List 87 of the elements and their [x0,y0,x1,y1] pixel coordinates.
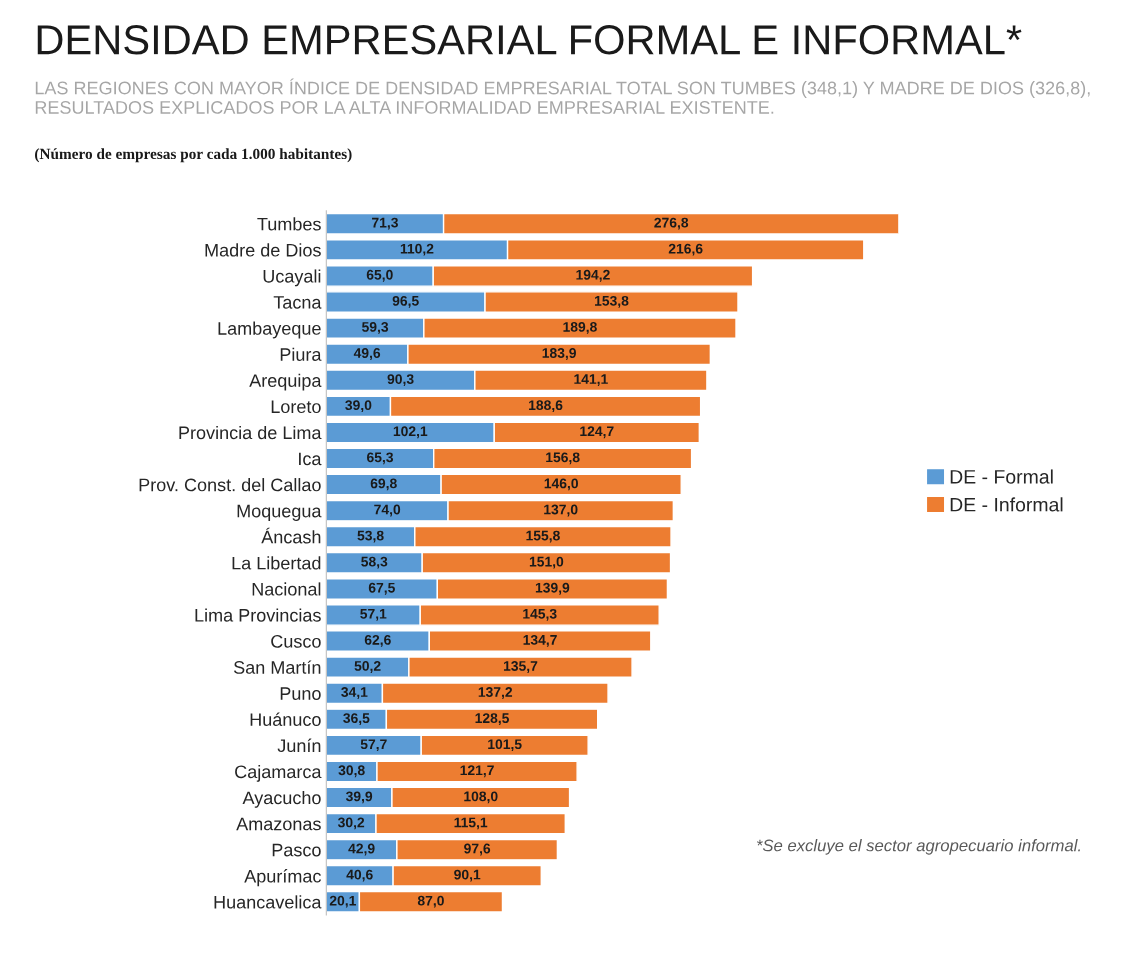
data-label: 74,0 [374,504,401,517]
data-label: 110,2 [400,243,434,256]
y-tick-label: Puno [280,687,321,700]
y-tick-label: Pasco [272,843,321,857]
annotation: *Se excluye el sector agropecuario informal. [756,839,1080,855]
data-label: 58,3 [361,556,388,569]
y-tick-label: Áncash [261,527,321,544]
data-label: 30,2 [337,817,365,830]
data-label: 42,9 [348,843,375,856]
y-tick-label: Loreto [271,400,321,414]
legend-label: DE - Formal [950,469,1053,484]
data-label: 97,6 [464,843,491,856]
data-label: 53,8 [357,530,384,543]
y-tick-label: Amazonas [236,817,321,831]
y-tick-label: Cajamarca [235,764,322,782]
y-tick-label: La Libertad [232,556,321,570]
y-tick-label: Tumbes [257,217,321,231]
y-tick-label: Junín [277,738,321,753]
data-label: 62,6 [364,634,391,647]
data-label: 50,2 [354,661,381,673]
data-label: 57,7 [360,739,387,752]
y-tick-label: Lambayeque [218,321,321,339]
data-label: 135,7 [503,661,538,673]
data-label: 39,9 [345,791,373,804]
data-label: 71,3 [372,217,398,230]
legend-label: DE - Informal [950,497,1063,512]
y-tick-label: Cusco [271,635,321,648]
data-label: 101,5 [488,739,522,752]
y-tick-label: Tacna [273,296,322,309]
y-tick-label: Nacional [252,582,321,596]
data-label: 87,0 [417,895,444,908]
y-tick-label: Arequipa [249,373,322,391]
y-tick-label: Provincia de Lima [179,425,322,440]
data-label: 151,0 [529,556,564,569]
data-label: 39,0 [345,400,372,413]
data-label: 65,0 [366,269,393,282]
chart-title: DENSIDAD EMPRESARIAL FORMAL E INFORMAL* [37,25,1022,55]
data-label: 183,9 [542,348,576,360]
y-tick-label: Lima Provincias [195,608,321,622]
data-label: 153,8 [595,295,629,308]
data-label: 155,8 [526,530,560,543]
data-label: 30,8 [338,765,365,778]
data-label: 90,1 [454,869,481,882]
text: (Número de empresas por cada 1.000 habitantes) [35,148,352,163]
data-label: 115,1 [454,817,488,830]
data-label: 146,0 [544,478,578,491]
data-label: 189,8 [563,322,597,334]
data-label: 102,1 [393,426,428,439]
y-tick-label: San Martín [233,660,321,674]
data-label: 124,7 [580,426,614,439]
data-label: 216,6 [668,243,703,256]
chart-subtitle: LAS REGIONES CON MAYOR ÍNDICE DE DENSIDAD EMPRESARIAL TOTAL SON TUMBES (348,1) Y MADRE DE DIOS (326,8), RESULTADOS EXPLICADOS POR LA ALTA INFORMALIDAD EMPRESARIAL EXISTENTE. [35,78,1090,114]
data-label: 20,1 [329,895,356,908]
y-tick-label: Madre de Dios [205,243,321,257]
y-tick-label: Ica [299,452,322,466]
data-label: 121,7 [460,765,494,778]
data-label: 134,7 [523,634,557,647]
data-label: 108,0 [464,791,498,804]
y-tick-label: Piura [280,347,322,361]
data-label: 65,3 [367,452,394,465]
data-label: 57,1 [360,609,387,621]
y-tick-label: Huancavelica [214,895,322,909]
data-label: 137,0 [544,504,578,517]
data-label: 96,5 [392,295,419,308]
y-tick-label: Apurímac [244,869,321,887]
data-label: 156,8 [546,452,580,465]
data-label: 128,5 [475,713,510,726]
data-label: 67,5 [368,582,395,595]
data-label: 34,1 [341,687,368,699]
y-tick-label: Ucayali [263,269,321,287]
data-label: 145,3 [523,608,557,621]
data-label: 141,1 [574,374,608,387]
y-tick-label: Moquegua [237,504,322,521]
data-label: 49,6 [353,348,381,360]
data-label: 36,5 [343,713,370,726]
data-label: 59,3 [362,322,389,334]
data-label: 40,6 [346,869,373,882]
data-label: 90,3 [387,374,414,387]
data-label: 137,2 [478,687,513,699]
y-tick-label: Huánuco [250,712,321,727]
y-tick-label: Ayacucho [242,790,321,808]
data-label: 139,9 [535,582,570,595]
data-label: 194,2 [576,269,610,282]
data-label: 276,8 [654,217,689,230]
y-tick-label: Prov. Const. del Callao [139,478,321,492]
data-label: 69,8 [370,478,397,491]
data-label: 188,6 [529,400,563,413]
